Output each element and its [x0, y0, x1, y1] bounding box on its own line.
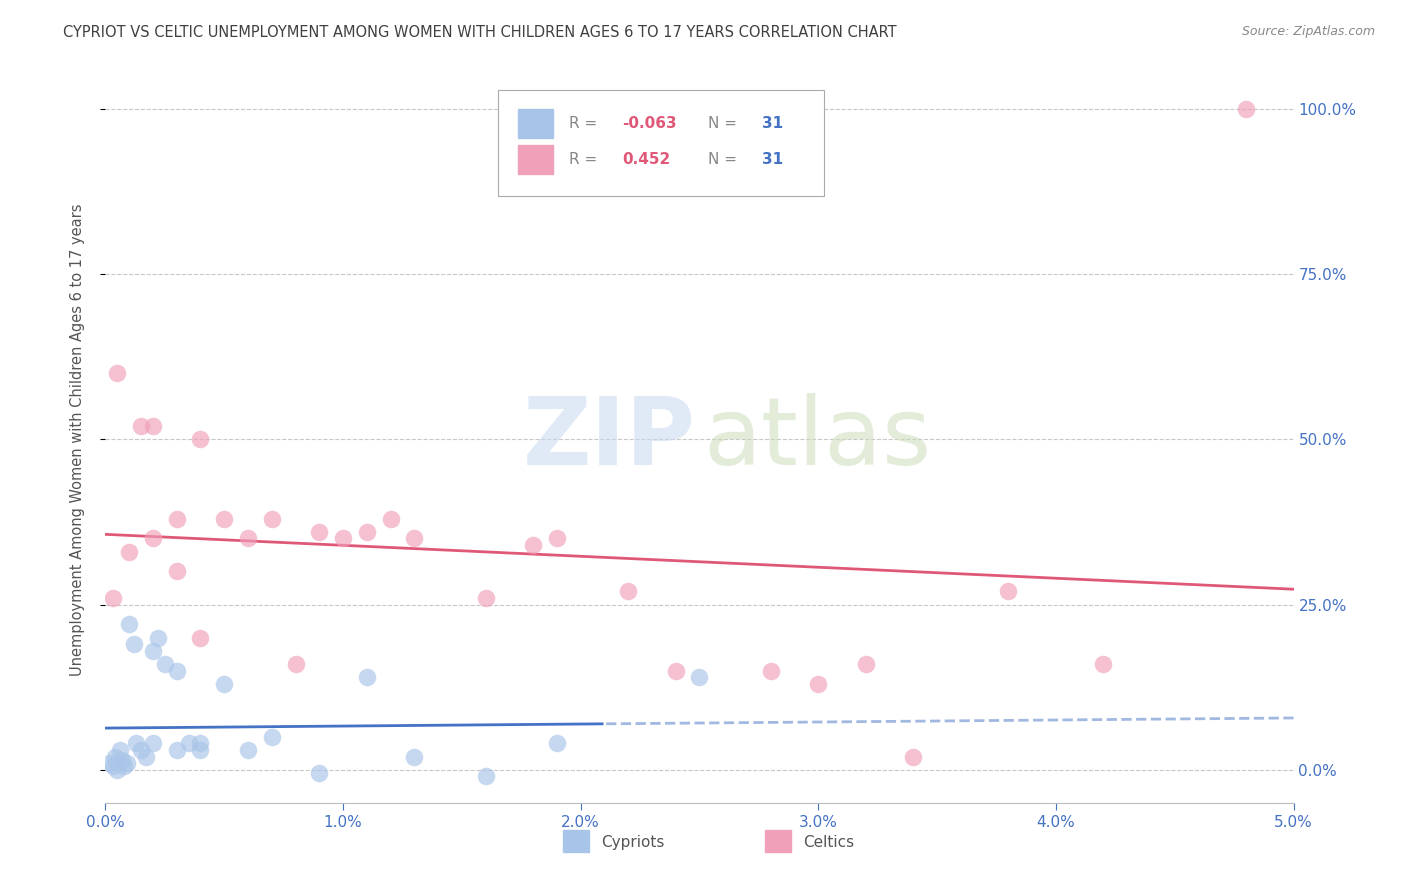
Point — [236, 532, 259, 546]
Point — [356, 524, 378, 539]
Point — [111, 753, 134, 767]
Point — [284, 657, 307, 671]
Point — [104, 749, 127, 764]
Text: N =: N = — [707, 152, 737, 167]
Point — [404, 532, 426, 546]
Point — [404, 749, 426, 764]
Point — [142, 532, 165, 546]
Point — [546, 736, 568, 750]
Point — [903, 749, 925, 764]
Point — [214, 511, 236, 525]
Point — [190, 736, 212, 750]
Text: CYPRIOT VS CELTIC UNEMPLOYMENT AMONG WOMEN WITH CHILDREN AGES 6 TO 17 YEARS CORR: CYPRIOT VS CELTIC UNEMPLOYMENT AMONG WOM… — [63, 25, 897, 40]
Point — [108, 743, 131, 757]
Point — [260, 511, 283, 525]
Text: Source: ZipAtlas.com: Source: ZipAtlas.com — [1241, 25, 1375, 38]
Point — [122, 637, 145, 651]
Text: R =: R = — [569, 152, 598, 167]
Point — [190, 743, 212, 757]
Point — [759, 664, 782, 678]
Point — [855, 657, 877, 671]
Point — [98, 756, 121, 771]
Point — [129, 419, 152, 434]
Point — [260, 730, 283, 744]
Point — [118, 544, 141, 558]
Text: ZIP: ZIP — [523, 393, 696, 485]
Point — [214, 677, 236, 691]
Text: Celtics: Celtics — [803, 835, 853, 850]
Point — [546, 532, 568, 546]
FancyBboxPatch shape — [498, 90, 824, 195]
Point — [125, 736, 148, 750]
Bar — [765, 830, 792, 852]
Point — [356, 670, 378, 684]
Text: 31: 31 — [762, 152, 783, 167]
Point — [308, 766, 330, 780]
Point — [617, 584, 640, 599]
Point — [166, 664, 188, 678]
Point — [118, 617, 141, 632]
Point — [997, 584, 1019, 599]
Point — [474, 769, 496, 783]
Text: Cypriots: Cypriots — [600, 835, 664, 850]
Point — [101, 759, 124, 773]
Point — [474, 591, 496, 605]
Point — [105, 366, 128, 380]
Bar — [517, 109, 554, 137]
Text: 31: 31 — [762, 116, 783, 130]
Point — [177, 736, 200, 750]
Point — [308, 524, 330, 539]
Point — [522, 538, 544, 552]
Point — [166, 743, 188, 757]
Point — [1092, 657, 1115, 671]
Point — [689, 670, 711, 684]
Point — [135, 749, 157, 764]
Point — [142, 736, 165, 750]
Text: 0.452: 0.452 — [623, 152, 671, 167]
Point — [1234, 102, 1257, 116]
Point — [129, 743, 152, 757]
Point — [142, 644, 165, 658]
Point — [166, 511, 188, 525]
Text: N =: N = — [707, 116, 737, 130]
Point — [146, 631, 169, 645]
Point — [114, 759, 136, 773]
Text: -0.063: -0.063 — [623, 116, 676, 130]
Point — [236, 743, 259, 757]
Point — [807, 677, 830, 691]
Point — [153, 657, 176, 671]
Point — [190, 631, 212, 645]
Point — [105, 763, 128, 777]
Bar — [562, 830, 589, 852]
Point — [190, 433, 212, 447]
Y-axis label: Unemployment Among Women with Children Ages 6 to 17 years: Unemployment Among Women with Children A… — [70, 203, 84, 675]
Text: R =: R = — [569, 116, 598, 130]
Point — [665, 664, 688, 678]
Point — [142, 419, 165, 434]
Point — [101, 591, 124, 605]
Bar — [517, 145, 554, 174]
Point — [115, 756, 138, 771]
Text: atlas: atlas — [703, 393, 931, 485]
Point — [166, 565, 188, 579]
Point — [380, 511, 402, 525]
Point — [332, 532, 354, 546]
